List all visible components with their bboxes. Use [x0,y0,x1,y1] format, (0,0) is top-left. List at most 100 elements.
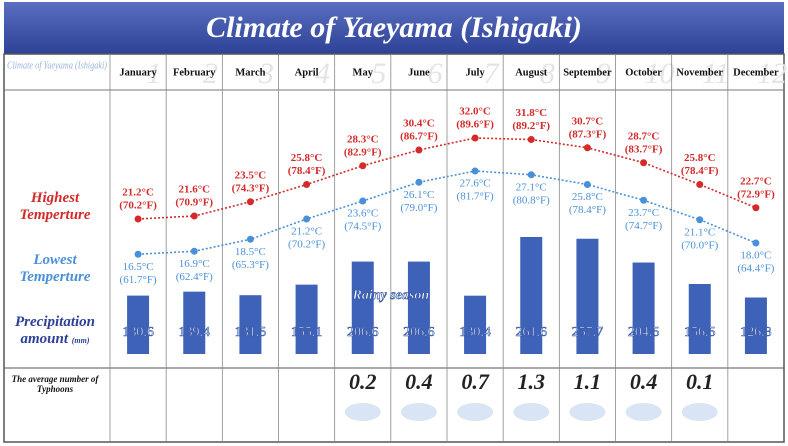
temp-point [640,196,648,204]
temp-label: 25.8°C [291,152,323,164]
temp-label-f: (65.3°F) [232,259,269,271]
bar-label: 204.5 [628,325,660,340]
temp-label-f: (70.9°F) [175,197,213,209]
temp-point [752,204,760,212]
temp-label: 30.4°C [403,118,435,130]
month-label: July [465,67,485,78]
month-number: 8 [540,57,555,90]
temp-point [359,162,367,170]
temp-point [583,181,591,188]
temp-label: 28.3°C [347,133,379,145]
temp-label: 18.0°C [740,250,771,262]
bar-label: 126.3 [740,325,772,340]
month-label: April [295,67,319,78]
bar-label: 131.5 [235,325,267,340]
temp-label: 23.6°C [347,208,378,220]
bar-label: 130.6 [122,325,154,340]
typhoon-icon [569,403,606,421]
temp-point [696,181,704,188]
month-label: May [353,67,374,78]
temp-point [303,215,311,223]
precip-unit: (mm) [71,336,90,345]
temp-label-f: (80.8°F) [513,194,550,206]
bar [632,262,655,354]
temp-point [246,235,254,243]
temp-point [583,144,591,152]
bar-label: 261.6 [516,325,548,340]
month-label: March [235,67,265,78]
temp-label-f: (72.9°F) [737,188,775,200]
month-number: 3 [258,57,274,90]
month-label: August [515,67,548,78]
temp-label-f: (78.4°F) [569,204,606,216]
temp-label: 16.5°C [123,261,154,273]
temp-label-f: (61.7°F) [120,274,157,286]
temp-label: 16.9°C [179,258,210,270]
temp-label: 25.8°C [572,191,603,203]
temp-label-f: (78.4°F) [681,165,719,177]
bar-label: 156.5 [684,325,716,340]
temp-point [303,181,311,188]
temp-label: 18.5°C [235,246,266,258]
temp-label-f: (70.2°F) [119,200,157,212]
temp-label: 31.8°C [515,107,547,119]
temp-point [190,212,198,220]
temp-label: 23.5°C [235,169,267,181]
precip-name: Precipitation amount [15,314,95,347]
bar [744,297,767,354]
temp-label: 21.2°C [291,226,322,238]
bar-label: 130.4 [459,325,491,340]
temp-label-f: (70.0°F) [681,239,718,251]
temp-label: 22.7°C [740,175,772,187]
typhoon-value: 0.2 [349,369,377,394]
typhoon-value: 0.4 [630,369,658,394]
month-label: December [733,67,779,78]
temp-label-f: (70.2°F) [288,239,325,251]
temp-point [527,171,535,179]
temp-point [246,198,254,206]
temp-point [696,216,704,224]
temp-label-f: (74.7°F) [625,220,662,232]
temp-label: 21.1°C [684,226,715,238]
bar [183,291,206,354]
temp-label-f: (89.6°F) [456,119,494,131]
temp-point [640,159,648,167]
temp-label-f: (81.7°F) [457,191,494,203]
typhoon-icon [513,403,550,421]
bar [351,261,374,354]
temp-point [359,197,367,205]
typhoon-icon [625,403,662,421]
chart-title: Climate of Yaeyama (Ishigaki) [206,11,582,44]
bar-label: 155.1 [291,325,323,340]
typhoon-icon [344,403,381,421]
month-label: October [625,67,662,78]
month-label: January [119,67,157,78]
month-label: February [173,67,216,78]
month-number: 10 [645,57,675,90]
temp-line [138,170,757,256]
title-bar [4,2,784,54]
annotation: Rainy season [352,288,430,303]
temp-label: 21.2°C [122,187,154,199]
temp-label: 32.0°C [459,106,491,118]
month-label: September [563,67,612,78]
month-number: 2 [203,57,218,90]
typhoon-value: 1.3 [518,369,546,394]
temp-label-f: (89.2°F) [512,120,550,132]
month-number: 1 [147,57,162,90]
temp-label: 25.8°C [684,152,716,164]
temp-label: 23.7°C [628,207,659,219]
temp-label-f: (87.3°F) [569,128,607,140]
typhoon-icon [457,403,494,421]
temp-point [415,178,423,186]
frame [3,53,785,443]
temp-point [134,215,142,223]
temp-label-f: (79.0°F) [400,202,437,214]
month-number: 9 [596,57,611,90]
temp-point [134,250,142,258]
temp-label-f: (74.5°F) [344,221,381,233]
bar [464,295,487,354]
temp-label: 27.1°C [516,181,547,193]
typhoon-value: 0.7 [461,369,490,394]
bar-label: 206.6 [347,325,379,340]
